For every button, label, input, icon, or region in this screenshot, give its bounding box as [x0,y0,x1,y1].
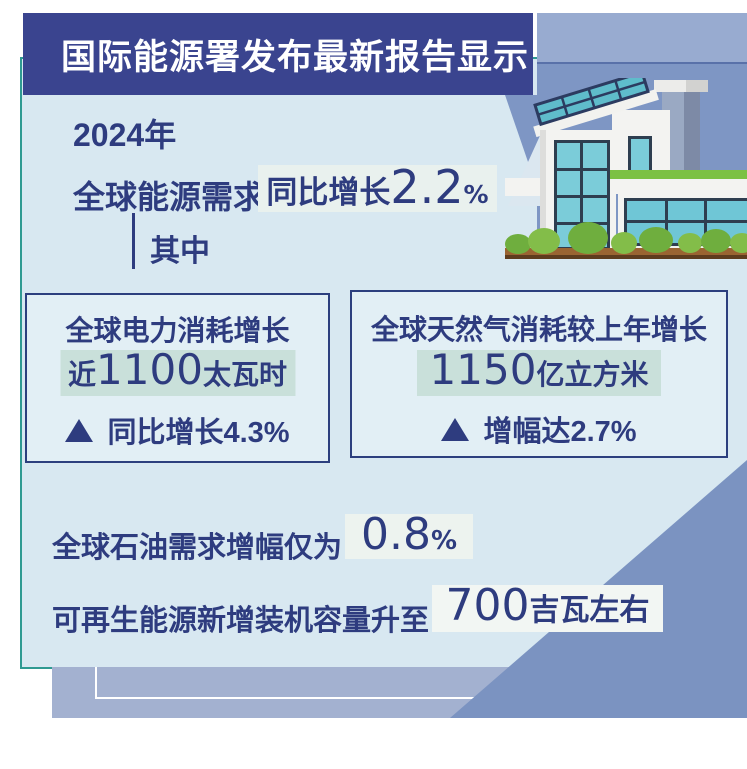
year-text: 2024年 [73,117,177,153]
among-label: 其中 [150,235,210,268]
electricity-value: 1100 [96,345,203,394]
electricity-value-suffix: 太瓦时 [202,359,287,390]
subject-text: 全球能源需求 [73,179,266,215]
growth-highlight: 同比增长 2.2% [258,160,497,214]
growth-unit: % [463,180,489,209]
oil-value-highlight: 0.8% [345,509,473,560]
oil-label: 全球石油需求增幅仅为 [52,532,343,564]
sky-divider-line [537,62,747,64]
electricity-value-prefix: 近 [68,359,97,390]
electricity-delta-text: 同比增长4.3% [107,417,290,449]
gas-delta-row: 增幅达2.7% [352,408,726,450]
among-connector-line [132,213,135,269]
oil-unit: % [430,526,458,556]
growth-value: 2.2 [390,160,464,214]
bushes-icon [505,222,747,254]
growth-prefix: 同比增长 [266,175,391,210]
gas-value: 1150 [429,345,537,394]
electricity-delta-row: 同比增长4.3% [27,409,328,451]
up-triangle-icon [65,418,94,442]
gas-stat-box: 全球天然气消耗较上年增长 1150 亿立方米 增幅达2.7% [350,290,728,458]
oil-value: 0.8 [360,509,431,560]
banner: 国际能源署发布最新报告显示 [23,13,533,95]
gas-value-highlight: 1150 亿立方米 [417,345,661,396]
gas-delta-text: 增幅达2.7% [483,416,637,448]
gas-title: 全球天然气消耗较上年增长 [370,314,707,345]
renewables-value-suffix: 吉瓦左右 [529,594,650,627]
renewables-value: 700 [445,580,530,631]
renewables-value-highlight: 700 吉瓦左右 [432,580,663,632]
sky-upper-strip [537,13,747,62]
gas-value-suffix: 亿立方米 [536,359,649,390]
building-illustration [505,78,747,259]
electricity-stat-box: 全球电力消耗增长 近 1100 太瓦时 同比增长4.3% [25,293,330,463]
electricity-value-highlight: 近 1100 太瓦时 [60,345,295,396]
up-triangle-icon [441,417,470,441]
banner-title: 国际能源署发布最新报告显示 [61,37,530,77]
solar-panel-icon [533,78,659,138]
electricity-title: 全球电力消耗增长 [65,315,290,346]
renewables-label: 可再生能源新增装机容量升至 [52,605,430,637]
bottom-band-outline [95,667,747,699]
